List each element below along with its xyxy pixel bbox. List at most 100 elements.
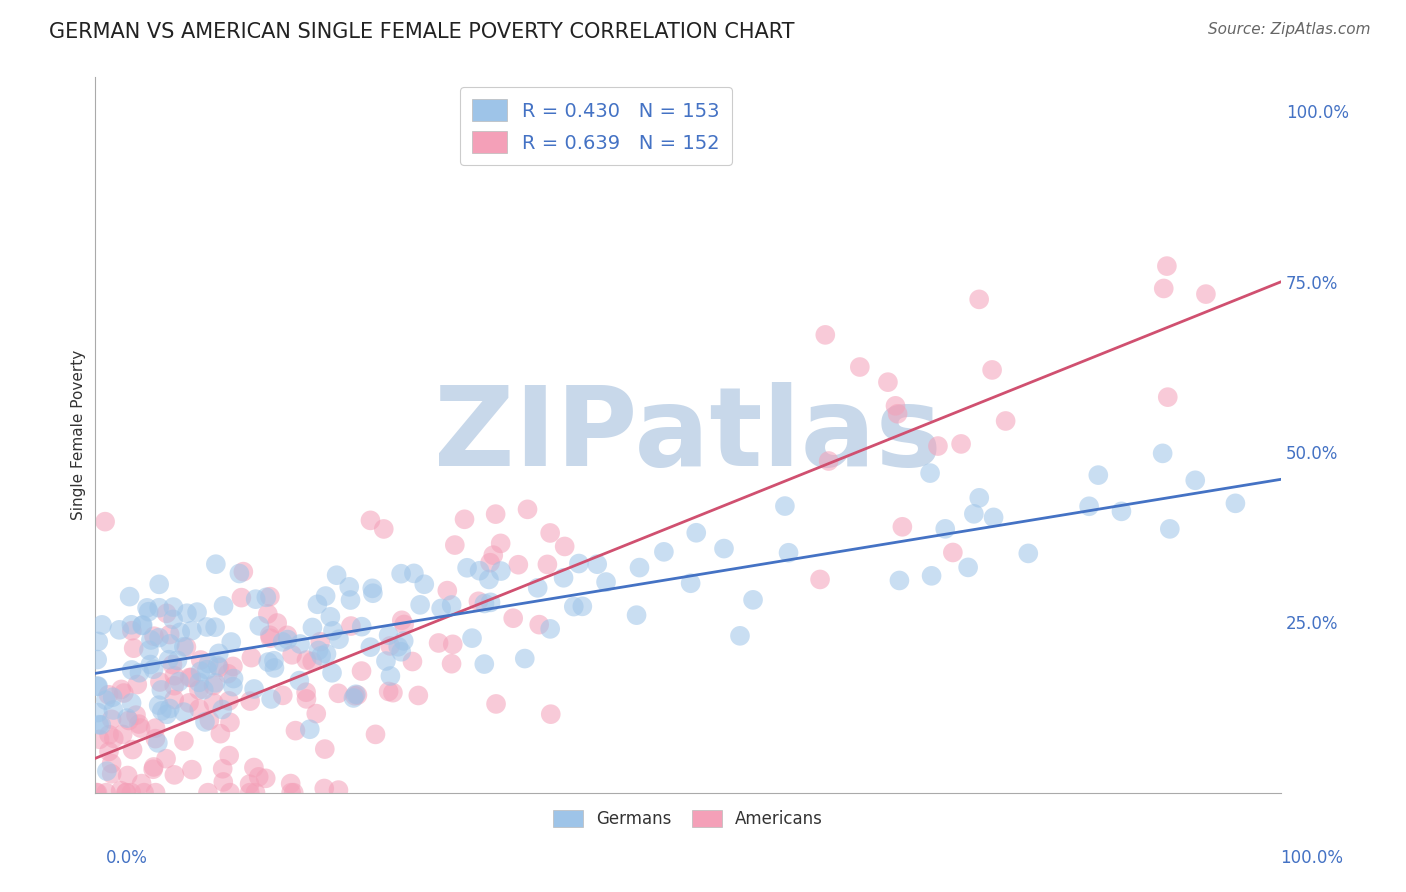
Point (377, 684, 399, 698)
Point (195, 620, 218, 634)
Point (87, 717, 110, 731)
Point (212, 775, 235, 789)
Point (162, 612, 184, 626)
Point (441, 637, 464, 651)
Point (467, 594, 489, 608)
Point (231, 591, 253, 605)
Point (281, 648, 304, 662)
Point (100, 756, 122, 771)
Point (1156, 259, 1178, 273)
Point (110, 682, 132, 697)
Point (198, 714, 221, 728)
Point (98, 728, 121, 742)
Point (159, 627, 181, 641)
Point (111, 727, 134, 741)
Point (536, 558, 558, 572)
Point (138, 643, 160, 657)
Point (117, 768, 139, 782)
Point (391, 613, 413, 627)
Point (115, 786, 138, 800)
Point (359, 513, 381, 527)
Point (259, 631, 281, 645)
Point (121, 663, 143, 677)
Point (89, 732, 111, 747)
Point (309, 648, 332, 663)
Point (96, 786, 118, 800)
Y-axis label: Single Female Poverty: Single Female Poverty (72, 350, 86, 520)
Point (516, 502, 538, 516)
Point (169, 625, 191, 640)
Point (456, 561, 478, 575)
Point (243, 760, 266, 774)
Point (713, 541, 735, 556)
Point (177, 696, 200, 710)
Point (301, 620, 323, 634)
Point (148, 600, 170, 615)
Point (1195, 287, 1218, 301)
Point (159, 701, 181, 715)
Point (115, 786, 138, 800)
Point (121, 742, 143, 756)
Point (254, 772, 277, 786)
Point (967, 491, 990, 505)
Point (981, 363, 1004, 377)
Point (194, 714, 217, 729)
Point (132, 786, 155, 800)
Point (277, 632, 299, 647)
Point (128, 717, 150, 731)
Point (157, 653, 180, 667)
Point (204, 620, 226, 634)
Point (263, 661, 285, 675)
Point (378, 639, 401, 653)
Point (742, 592, 765, 607)
Point (121, 696, 143, 710)
Point (1078, 500, 1101, 514)
Point (1111, 504, 1133, 518)
Point (166, 653, 188, 667)
Point (295, 692, 318, 706)
Point (728, 629, 751, 643)
Point (260, 692, 283, 706)
Point (485, 507, 508, 521)
Point (280, 776, 302, 790)
Point (247, 619, 270, 633)
Point (934, 522, 956, 536)
Point (502, 611, 524, 625)
Point (159, 637, 181, 651)
Point (259, 590, 281, 604)
Point (155, 607, 177, 621)
Point (139, 632, 162, 647)
Point (430, 601, 453, 615)
Point (322, 624, 344, 638)
Point (963, 507, 986, 521)
Point (208, 660, 231, 674)
Point (254, 591, 277, 605)
Point (131, 618, 153, 632)
Point (188, 675, 211, 690)
Point (108, 623, 131, 637)
Point (186, 605, 208, 619)
Point (87, 634, 110, 648)
Point (339, 593, 361, 607)
Point (305, 706, 328, 721)
Point (245, 786, 267, 800)
Point (526, 581, 548, 595)
Point (176, 607, 198, 621)
Point (173, 734, 195, 748)
Point (276, 628, 298, 642)
Point (538, 525, 561, 540)
Point (150, 682, 173, 697)
Point (245, 592, 267, 607)
Point (115, 711, 138, 725)
Point (150, 704, 173, 718)
Point (453, 512, 475, 526)
Point (173, 640, 195, 654)
Point (142, 762, 165, 776)
Point (142, 760, 165, 774)
Point (461, 631, 484, 645)
Point (595, 575, 617, 590)
Point (204, 676, 226, 690)
Point (927, 439, 949, 453)
Point (307, 597, 329, 611)
Point (180, 670, 202, 684)
